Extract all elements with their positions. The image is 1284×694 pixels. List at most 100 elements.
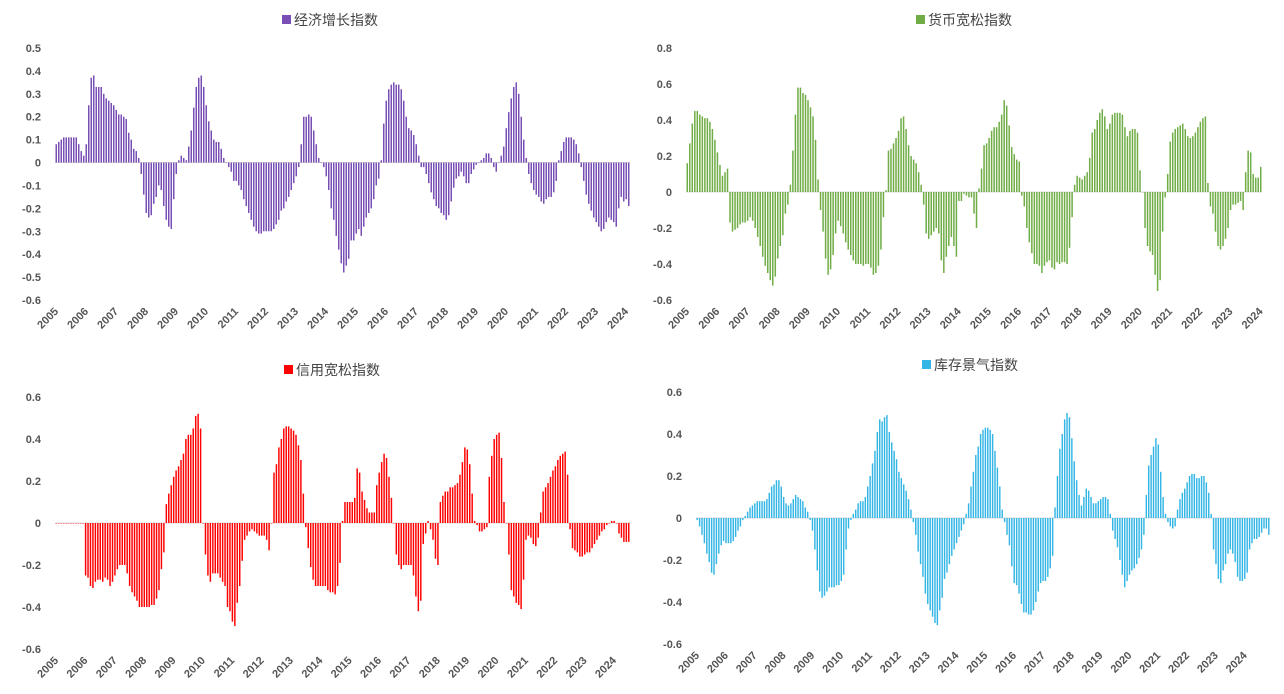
bar: [890, 148, 892, 192]
bar: [373, 162, 375, 200]
bar: [215, 141, 217, 163]
x-tick-label: 2006: [65, 306, 91, 332]
bar: [245, 162, 247, 207]
bar: [628, 162, 630, 207]
bar: [445, 162, 447, 220]
bar: [270, 523, 273, 524]
bar: [106, 523, 109, 580]
bar: [785, 503, 787, 518]
bar: [1212, 518, 1215, 550]
bar: [618, 162, 620, 209]
x-tick-label: 2019: [455, 306, 481, 332]
bar: [1031, 192, 1033, 254]
bar: [1006, 518, 1008, 535]
bar: [293, 162, 295, 184]
bar: [935, 192, 938, 228]
bar: [498, 162, 500, 164]
bar: [423, 162, 425, 168]
bar: [422, 523, 424, 544]
bar: [721, 175, 724, 192]
y-tick-label: 0: [35, 158, 41, 170]
bar: [1076, 175, 1078, 192]
bar: [455, 162, 457, 179]
x-tick-label: 2022: [1166, 650, 1192, 676]
bar: [1229, 518, 1232, 550]
bar: [915, 163, 917, 192]
bar: [857, 192, 860, 264]
bar: [870, 192, 872, 268]
bar: [525, 157, 527, 163]
bar: [945, 192, 948, 257]
bar: [987, 427, 989, 518]
bar: [804, 94, 807, 192]
bar: [625, 523, 628, 542]
bar: [1087, 490, 1090, 518]
bar: [515, 523, 517, 603]
bar: [1164, 513, 1167, 518]
chart-panel-monetary-easing: 货币宽松指数 0.8 0.6 0.4 0.2 0 -0.2 -0.4 -0.6 2005 2006…: [642, 0, 1284, 345]
bar: [158, 523, 160, 591]
bar: [823, 518, 826, 596]
bar: [548, 162, 550, 197]
bar: [782, 497, 785, 518]
bar: [1041, 192, 1043, 273]
bar: [790, 503, 792, 518]
bar: [912, 159, 915, 192]
bar: [204, 523, 207, 555]
bar: [220, 148, 222, 163]
bar: [125, 119, 127, 163]
bar: [1128, 518, 1131, 575]
y-tick-label: 0.8: [657, 43, 672, 55]
bar: [75, 523, 77, 524]
bar: [1081, 179, 1083, 192]
bar: [1111, 114, 1114, 192]
bar: [292, 430, 295, 523]
bar: [1107, 499, 1109, 518]
bar: [376, 485, 378, 523]
bar: [318, 157, 320, 163]
bar: [892, 143, 895, 192]
bar: [1131, 518, 1133, 571]
bar: [1174, 518, 1176, 527]
bar: [190, 130, 192, 163]
bar: [418, 155, 420, 163]
x-tick-label: 2011: [216, 306, 241, 331]
bar: [1123, 518, 1126, 588]
bar: [1152, 446, 1155, 518]
bar: [439, 502, 442, 523]
bar: [1063, 192, 1066, 263]
x-tick-label: 2014: [936, 649, 962, 675]
bar: [862, 192, 865, 266]
bar: [238, 162, 240, 186]
bar: [1097, 501, 1099, 518]
bar: [809, 107, 812, 192]
bar: [709, 121, 711, 192]
bar: [706, 518, 708, 554]
bar: [1227, 518, 1229, 554]
bar: [182, 453, 185, 523]
bar: [560, 151, 562, 163]
bar: [1126, 136, 1129, 192]
bar: [1191, 473, 1193, 518]
bar: [779, 192, 782, 246]
bar: [605, 162, 607, 223]
bar: [468, 162, 470, 184]
bar: [415, 523, 417, 597]
bar: [1248, 518, 1251, 550]
bar: [70, 523, 72, 524]
bar: [110, 102, 112, 163]
bar: [842, 518, 845, 575]
bar: [1085, 488, 1087, 518]
bar: [980, 168, 983, 192]
bar: [265, 162, 267, 232]
bar: [574, 523, 576, 551]
y-tick-label: 0: [35, 518, 41, 530]
y-tick-label: -0.2: [663, 555, 682, 567]
bar: [510, 98, 512, 163]
bar: [1035, 518, 1037, 602]
bar: [593, 162, 595, 218]
bar: [505, 128, 507, 163]
bar: [549, 476, 552, 523]
bar: [488, 153, 490, 163]
y-tick-label: 0.4: [26, 66, 42, 78]
